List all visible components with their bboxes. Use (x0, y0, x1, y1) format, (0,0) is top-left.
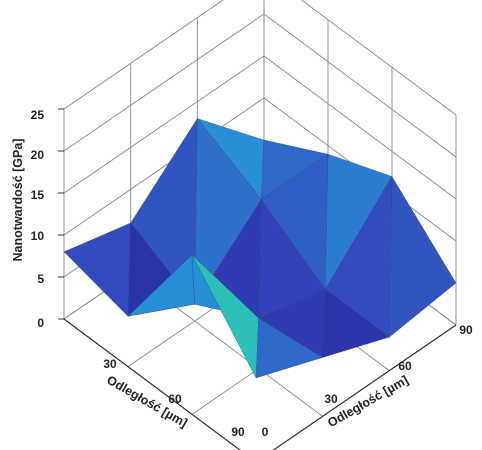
y-axis-ticks: 0 30 60 90 (262, 323, 473, 439)
z-tick-label: 5 (37, 272, 44, 286)
y-tick-label: 30 (324, 392, 338, 406)
y-tick-label: 0 (262, 425, 269, 439)
y-tick-label: 90 (459, 323, 473, 337)
wall-gridline (63, 55, 265, 194)
wall-gridline (63, 0, 224, 110)
surface-facet (255, 317, 324, 379)
floor-gridline (63, 318, 241, 450)
surface (63, 117, 457, 380)
z-tick-label: 15 (31, 188, 45, 202)
z-tick-label: 10 (31, 229, 45, 243)
x-axis-ticks: 30 60 90 (103, 357, 245, 439)
surface-facet (258, 198, 326, 319)
z-tick-label: 0 (37, 316, 44, 330)
wall-gridline (63, 97, 265, 236)
z-tick-label: 25 (31, 108, 45, 122)
surface-facet (260, 139, 329, 201)
floor-edge (272, 324, 457, 450)
z-axis-title: Nanotwardość [GPa] (11, 139, 25, 262)
floor-edge (63, 318, 241, 450)
y-tick-label: 60 (398, 359, 412, 373)
surface-facet (322, 288, 390, 358)
wall-gridline (263, 55, 457, 200)
x-tick-label: 90 (231, 425, 245, 439)
x-tick-label: 30 (103, 357, 117, 371)
surface-facet (388, 175, 457, 338)
x-tick-label: 60 (168, 392, 182, 406)
z-axis-ticks: 0 5 10 15 20 25 (31, 108, 45, 330)
wall-gridline (263, 13, 457, 158)
wall-gridline (63, 13, 265, 152)
z-tick-label: 20 (31, 148, 45, 162)
y-axis-title: Odległość [µm] (325, 373, 410, 430)
surface-facet (63, 222, 132, 318)
wall-gridline (300, 0, 457, 116)
